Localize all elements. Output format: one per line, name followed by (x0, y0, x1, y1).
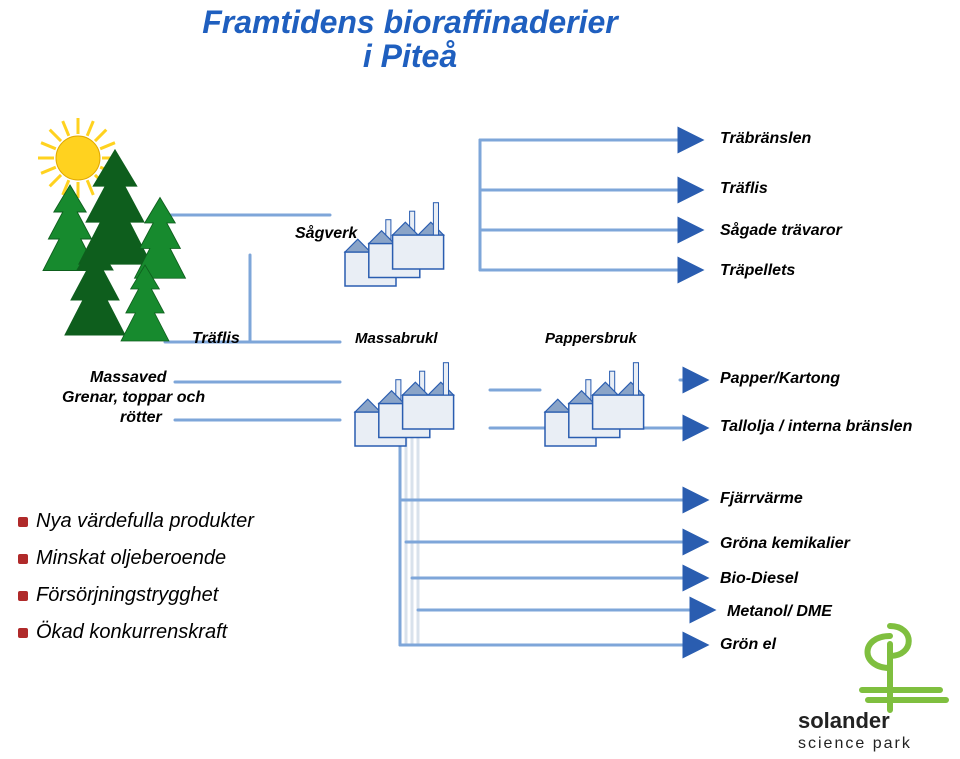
label-tallolja: Tallolja / interna bränslen (720, 418, 912, 436)
label-biodiesel: Bio-Diesel (720, 570, 798, 588)
label-papper: Papper/Kartong (720, 370, 840, 388)
bullet-item: Försörjningstrygghet (18, 584, 254, 607)
svg-text:solander: solander (798, 708, 890, 733)
label-massaved: Massaved (90, 369, 167, 387)
label-grenar1: Grenar, toppar och (62, 389, 205, 407)
bullet-item: Minskat oljeberoende (18, 547, 254, 570)
benefits-list: Nya värdefulla produkter Minskat oljebero… (18, 510, 254, 658)
bullet-item: Nya värdefulla produkter (18, 510, 254, 533)
label-trapellets: Träpellets (720, 262, 795, 280)
label-fjarrvarme: Fjärrvärme (720, 490, 803, 508)
label-massabrukl: Massabrukl (355, 330, 438, 347)
label-pappersbruk: Pappersbruk (545, 330, 637, 347)
label-grona: Gröna kemikalier (720, 535, 850, 553)
solander-logo: solander science park (760, 650, 950, 759)
label-trabranslen: Träbränslen (720, 130, 811, 148)
label-metanol: Metanol/ DME (727, 603, 832, 621)
factory-sagverk (345, 195, 505, 305)
label-grenar2: rötter (120, 409, 162, 427)
bullet-item: Ökad konkurrenskraft (18, 621, 254, 644)
factory-pappersbruk (545, 355, 705, 465)
factory-massabruk (355, 355, 515, 465)
svg-text:science park: science park (798, 735, 912, 752)
label-sagverk: Sågverk (295, 225, 357, 243)
label-traflis_r: Träflis (720, 180, 768, 198)
label-traflis: Träflis (192, 330, 240, 348)
label-sagade: Sågade trävaror (720, 222, 842, 240)
